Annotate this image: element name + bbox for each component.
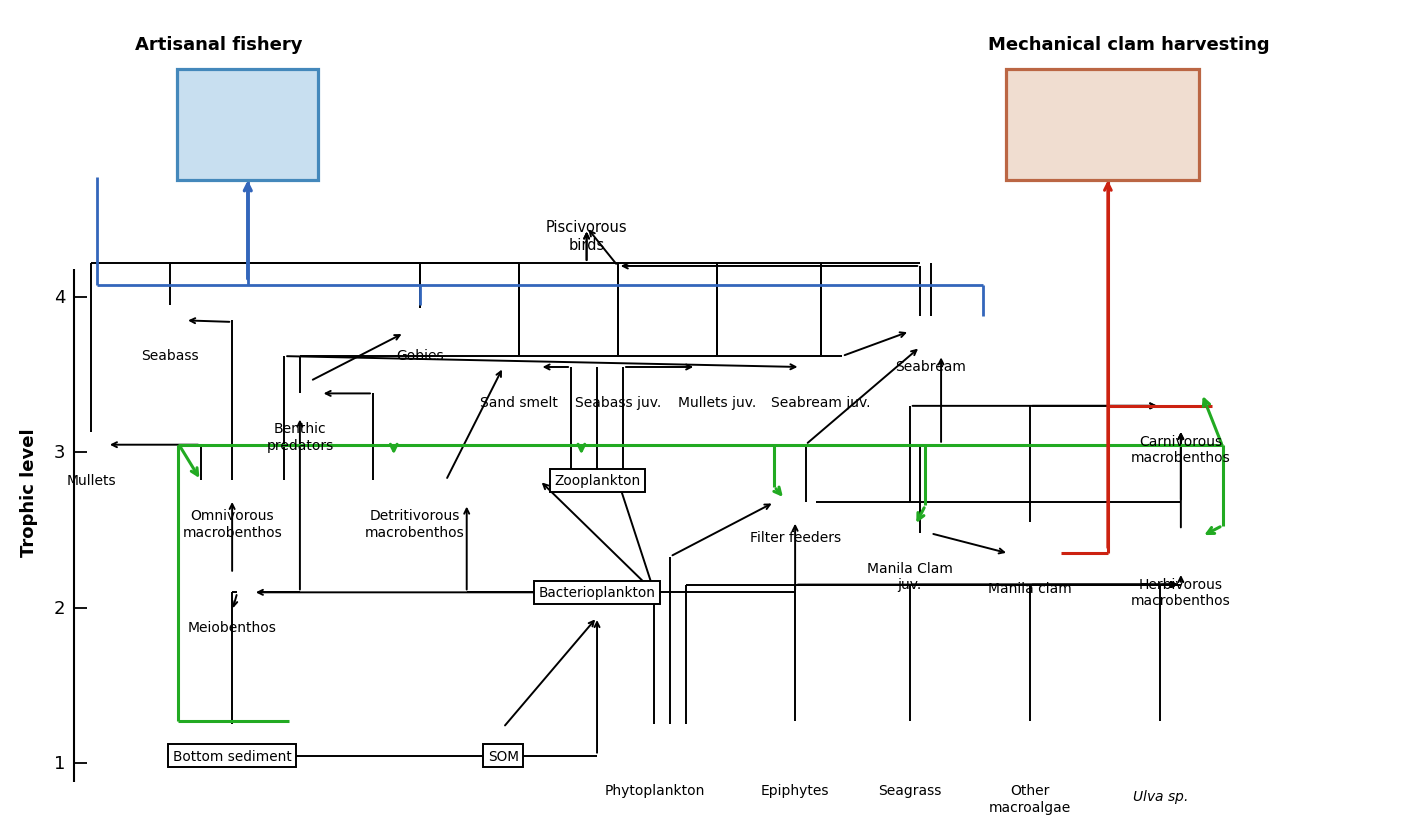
Text: Seabream: Seabream bbox=[896, 359, 966, 374]
Text: Manila Clam
juv.: Manila Clam juv. bbox=[866, 562, 952, 592]
Text: Gobies: Gobies bbox=[396, 349, 444, 363]
Text: Detritivorous
macrobenthos: Detritivorous macrobenthos bbox=[365, 509, 465, 539]
Text: Omnivorous
macrobenthos: Omnivorous macrobenthos bbox=[182, 509, 283, 539]
Text: 2: 2 bbox=[54, 599, 65, 617]
Text: Artisanal fishery: Artisanal fishery bbox=[134, 36, 302, 54]
Text: Bacterioplankton: Bacterioplankton bbox=[538, 586, 656, 599]
Text: $\mathit{Ulva}$ sp.: $\mathit{Ulva}$ sp. bbox=[1132, 787, 1188, 804]
Text: SOM: SOM bbox=[487, 748, 519, 762]
Text: Seagrass: Seagrass bbox=[877, 783, 941, 798]
Text: Mullets juv.: Mullets juv. bbox=[678, 395, 756, 410]
Text: Seabream juv.: Seabream juv. bbox=[771, 395, 870, 410]
Text: Trophic level: Trophic level bbox=[20, 427, 38, 556]
Text: 4: 4 bbox=[54, 288, 65, 307]
Text: Epiphytes: Epiphytes bbox=[760, 783, 829, 798]
Text: Benthic
predators: Benthic predators bbox=[266, 422, 333, 452]
Text: 1: 1 bbox=[54, 754, 65, 772]
Text: Mechanical clam harvesting: Mechanical clam harvesting bbox=[988, 36, 1269, 54]
Text: Other
macroalgae: Other macroalgae bbox=[989, 783, 1071, 813]
Text: Mullets: Mullets bbox=[66, 473, 116, 487]
Text: Carnivorous
macrobenthos: Carnivorous macrobenthos bbox=[1130, 434, 1231, 465]
Text: Phytoplankton: Phytoplankton bbox=[605, 783, 705, 798]
Text: Filter feeders: Filter feeders bbox=[749, 531, 841, 544]
FancyBboxPatch shape bbox=[1006, 69, 1200, 181]
Text: Manila clam: Manila clam bbox=[988, 582, 1071, 596]
Text: Piscivorous
birds: Piscivorous birds bbox=[545, 220, 627, 252]
Text: 3: 3 bbox=[54, 444, 65, 462]
FancyBboxPatch shape bbox=[178, 69, 318, 181]
Text: Bottom sediment: Bottom sediment bbox=[172, 748, 291, 762]
Text: Meiobenthos: Meiobenthos bbox=[188, 620, 277, 635]
Text: Herbivorous
macrobenthos: Herbivorous macrobenthos bbox=[1130, 577, 1231, 607]
Text: Zooplankton: Zooplankton bbox=[554, 474, 640, 488]
Text: Seabass: Seabass bbox=[141, 349, 198, 363]
Text: Sand smelt: Sand smelt bbox=[480, 395, 558, 410]
Text: Seabass juv.: Seabass juv. bbox=[575, 395, 661, 410]
